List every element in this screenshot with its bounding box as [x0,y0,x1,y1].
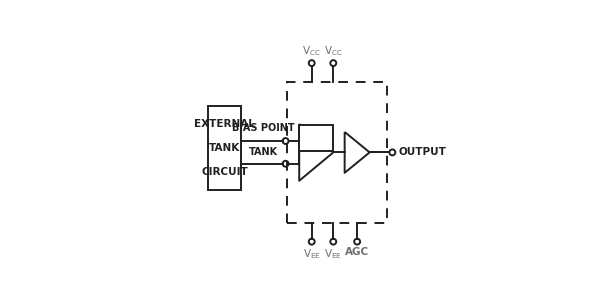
Text: $\mathregular{V_{EE}}$: $\mathregular{V_{EE}}$ [303,247,321,261]
Text: $\mathregular{V_{CC}}$: $\mathregular{V_{CC}}$ [324,44,343,58]
Text: $\mathregular{V_{EE}}$: $\mathregular{V_{EE}}$ [324,247,342,261]
Text: TANK: TANK [209,143,241,153]
Bar [299,125,333,151]
Text: $\mathregular{V_{CC}}$: $\mathregular{V_{CC}}$ [302,44,321,58]
Bar [287,82,387,223]
Bar [208,106,241,190]
Text: CIRCUIT: CIRCUIT [201,167,248,177]
Text: EXTERNAL: EXTERNAL [195,119,255,129]
Text: OUTPUT: OUTPUT [399,148,447,157]
Text: AGC: AGC [345,247,369,257]
Text: BIAS POINT: BIAS POINT [232,123,295,133]
Text: TANK: TANK [249,147,278,157]
